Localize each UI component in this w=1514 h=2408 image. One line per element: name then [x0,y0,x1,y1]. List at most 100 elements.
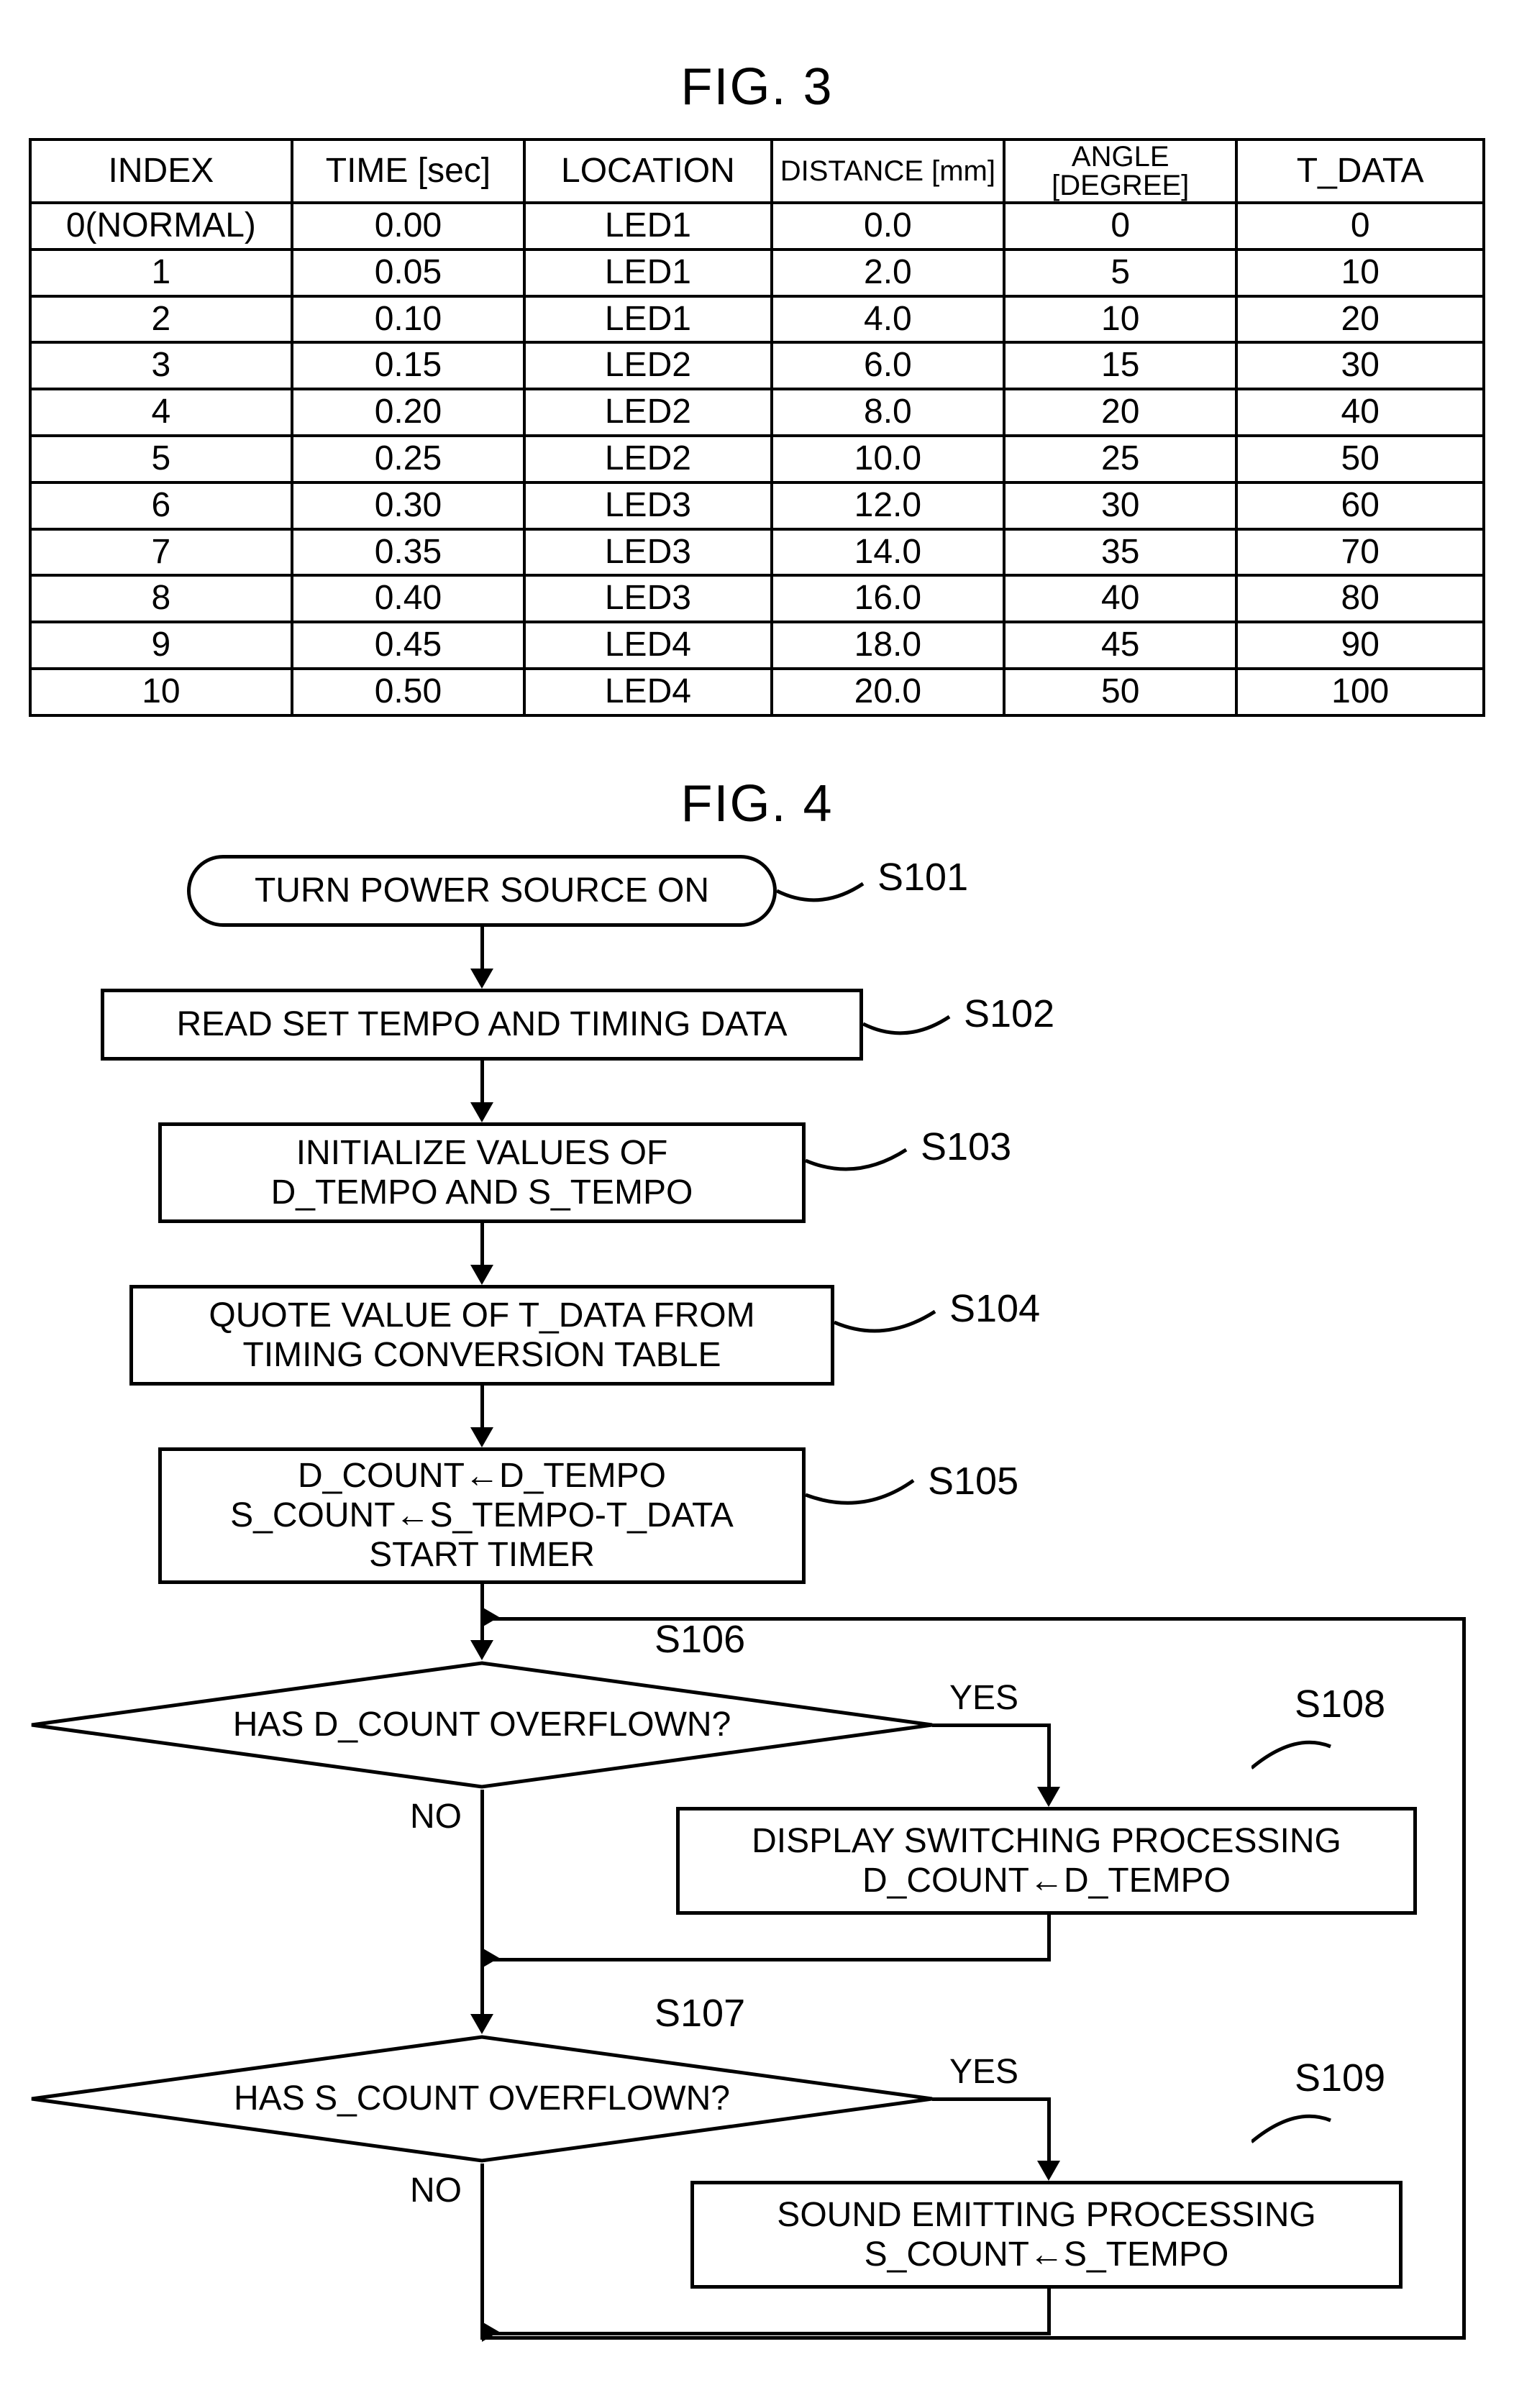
table-row: 40.20LED28.02040 [30,389,1484,436]
node-s107-text: HAS S_COUNT OVERFLOWN? [29,2034,935,2164]
node-s106: HAS D_COUNT OVERFLOWN? [29,1660,935,1790]
table-cell: 8 [30,575,292,622]
table-cell: LED1 [524,296,772,343]
table-cell: LED4 [524,669,772,715]
table-cell: 40 [1004,575,1236,622]
table-cell: 0.0 [772,203,1004,250]
table-row: 20.10LED14.01020 [30,296,1484,343]
table-cell: 15 [1004,342,1236,389]
node-s109-text: SOUND EMITTING PROCESSING S_COUNT←S_TEMP… [777,2195,1315,2274]
table-cell: 0.10 [292,296,524,343]
table-cell: LED3 [524,482,772,529]
label-s104: S104 [949,1286,1040,1331]
table-row: 10.05LED12.0510 [30,250,1484,296]
edge-s107-yes: YES [949,2052,1018,2092]
table-cell: 0.50 [292,669,524,715]
table-cell: 2 [30,296,292,343]
table-cell: 90 [1236,622,1484,669]
table-cell: 0(NORMAL) [30,203,292,250]
table-cell: 0 [1004,203,1236,250]
table-cell: LED1 [524,250,772,296]
table-cell: 30 [1236,342,1484,389]
table-cell: 6.0 [772,342,1004,389]
fig3-table: INDEX TIME [sec] LOCATION DISTANCE [mm] … [29,138,1485,717]
label-s101: S101 [877,855,968,899]
col-tdata: T_DATA [1236,139,1484,203]
s109-label-connector [1251,2099,1338,2149]
table-cell: 12.0 [772,482,1004,529]
table-cell: LED4 [524,622,772,669]
table-cell: 35 [1004,529,1236,576]
table-cell: 0.45 [292,622,524,669]
node-s103-text: INITIALIZE VALUES OF D_TEMPO AND S_TEMPO [271,1133,693,1212]
node-s102: READ SET TEMPO AND TIMING DATA [101,989,863,1061]
table-cell: 40 [1236,389,1484,436]
node-s109: SOUND EMITTING PROCESSING S_COUNT←S_TEMP… [690,2181,1403,2289]
label-s102: S102 [964,992,1054,1036]
label-s106: S106 [655,1617,745,1662]
edge-s106-no: NO [410,1797,462,1836]
table-cell: 2.0 [772,250,1004,296]
node-s102-text: READ SET TEMPO AND TIMING DATA [176,1004,787,1044]
table-cell: 70 [1236,529,1484,576]
table-header-row: INDEX TIME [sec] LOCATION DISTANCE [mm] … [30,139,1484,203]
table-row: 60.30LED312.03060 [30,482,1484,529]
table-cell: 10 [1236,250,1484,296]
node-s108: DISPLAY SWITCHING PROCESSING D_COUNT←D_T… [676,1807,1417,1915]
table-cell: 50 [1004,669,1236,715]
table-cell: 9 [30,622,292,669]
node-s104: QUOTE VALUE OF T_DATA FROM TIMING CONVER… [129,1285,834,1386]
edge-s107-no: NO [410,2171,462,2210]
table-row: 80.40LED316.04080 [30,575,1484,622]
table-cell: 10 [1004,296,1236,343]
table-cell: 25 [1004,436,1236,482]
table-row: 30.15LED26.01530 [30,342,1484,389]
fig4-title: FIG. 4 [29,774,1485,833]
table-cell: 0 [1236,203,1484,250]
table-cell: 80 [1236,575,1484,622]
table-cell: 30 [1004,482,1236,529]
label-s107: S107 [655,1991,745,2036]
table-cell: 0.40 [292,575,524,622]
table-cell: LED1 [524,203,772,250]
s101-label-connector [777,876,870,912]
table-cell: LED2 [524,389,772,436]
table-cell: LED3 [524,529,772,576]
table-cell: LED3 [524,575,772,622]
table-cell: 0.20 [292,389,524,436]
table-cell: 7 [30,529,292,576]
col-time: TIME [sec] [292,139,524,203]
table-cell: 0.25 [292,436,524,482]
table-cell: 14.0 [772,529,1004,576]
table-cell: 16.0 [772,575,1004,622]
table-cell: 5 [30,436,292,482]
s105-label-connector [806,1473,921,1516]
table-cell: 100 [1236,669,1484,715]
s103-label-connector [806,1143,913,1178]
table-cell: 0.05 [292,250,524,296]
node-s105-text: D_COUNT←D_TEMPO S_COUNT←S_TEMPO-T_DATA S… [230,1456,734,1575]
table-cell: 4 [30,389,292,436]
node-s104-text: QUOTE VALUE OF T_DATA FROM TIMING CONVER… [209,1296,754,1375]
table-cell: 45 [1004,622,1236,669]
table-row: 0(NORMAL)0.00LED10.000 [30,203,1484,250]
node-s108-text: DISPLAY SWITCHING PROCESSING D_COUNT←D_T… [752,1821,1341,1900]
table-cell: 8.0 [772,389,1004,436]
s108-label-connector [1251,1725,1338,1775]
label-s108: S108 [1295,1682,1385,1726]
node-s107: HAS S_COUNT OVERFLOWN? [29,2034,935,2164]
table-cell: LED2 [524,342,772,389]
table-cell: 10.0 [772,436,1004,482]
table-cell: 6 [30,482,292,529]
fig4-flowchart: TURN POWER SOURCE ON S101 READ SET TEMPO… [29,855,1485,2365]
table-cell: 4.0 [772,296,1004,343]
table-cell: 3 [30,342,292,389]
node-s105: D_COUNT←D_TEMPO S_COUNT←S_TEMPO-T_DATA S… [158,1447,806,1584]
col-angle: ANGLE [DEGREE] [1004,139,1236,203]
table-row: 100.50LED420.050100 [30,669,1484,715]
label-s109: S109 [1295,2056,1385,2100]
table-cell: 20 [1236,296,1484,343]
table-cell: 50 [1236,436,1484,482]
col-location: LOCATION [524,139,772,203]
node-s103: INITIALIZE VALUES OF D_TEMPO AND S_TEMPO [158,1122,806,1223]
